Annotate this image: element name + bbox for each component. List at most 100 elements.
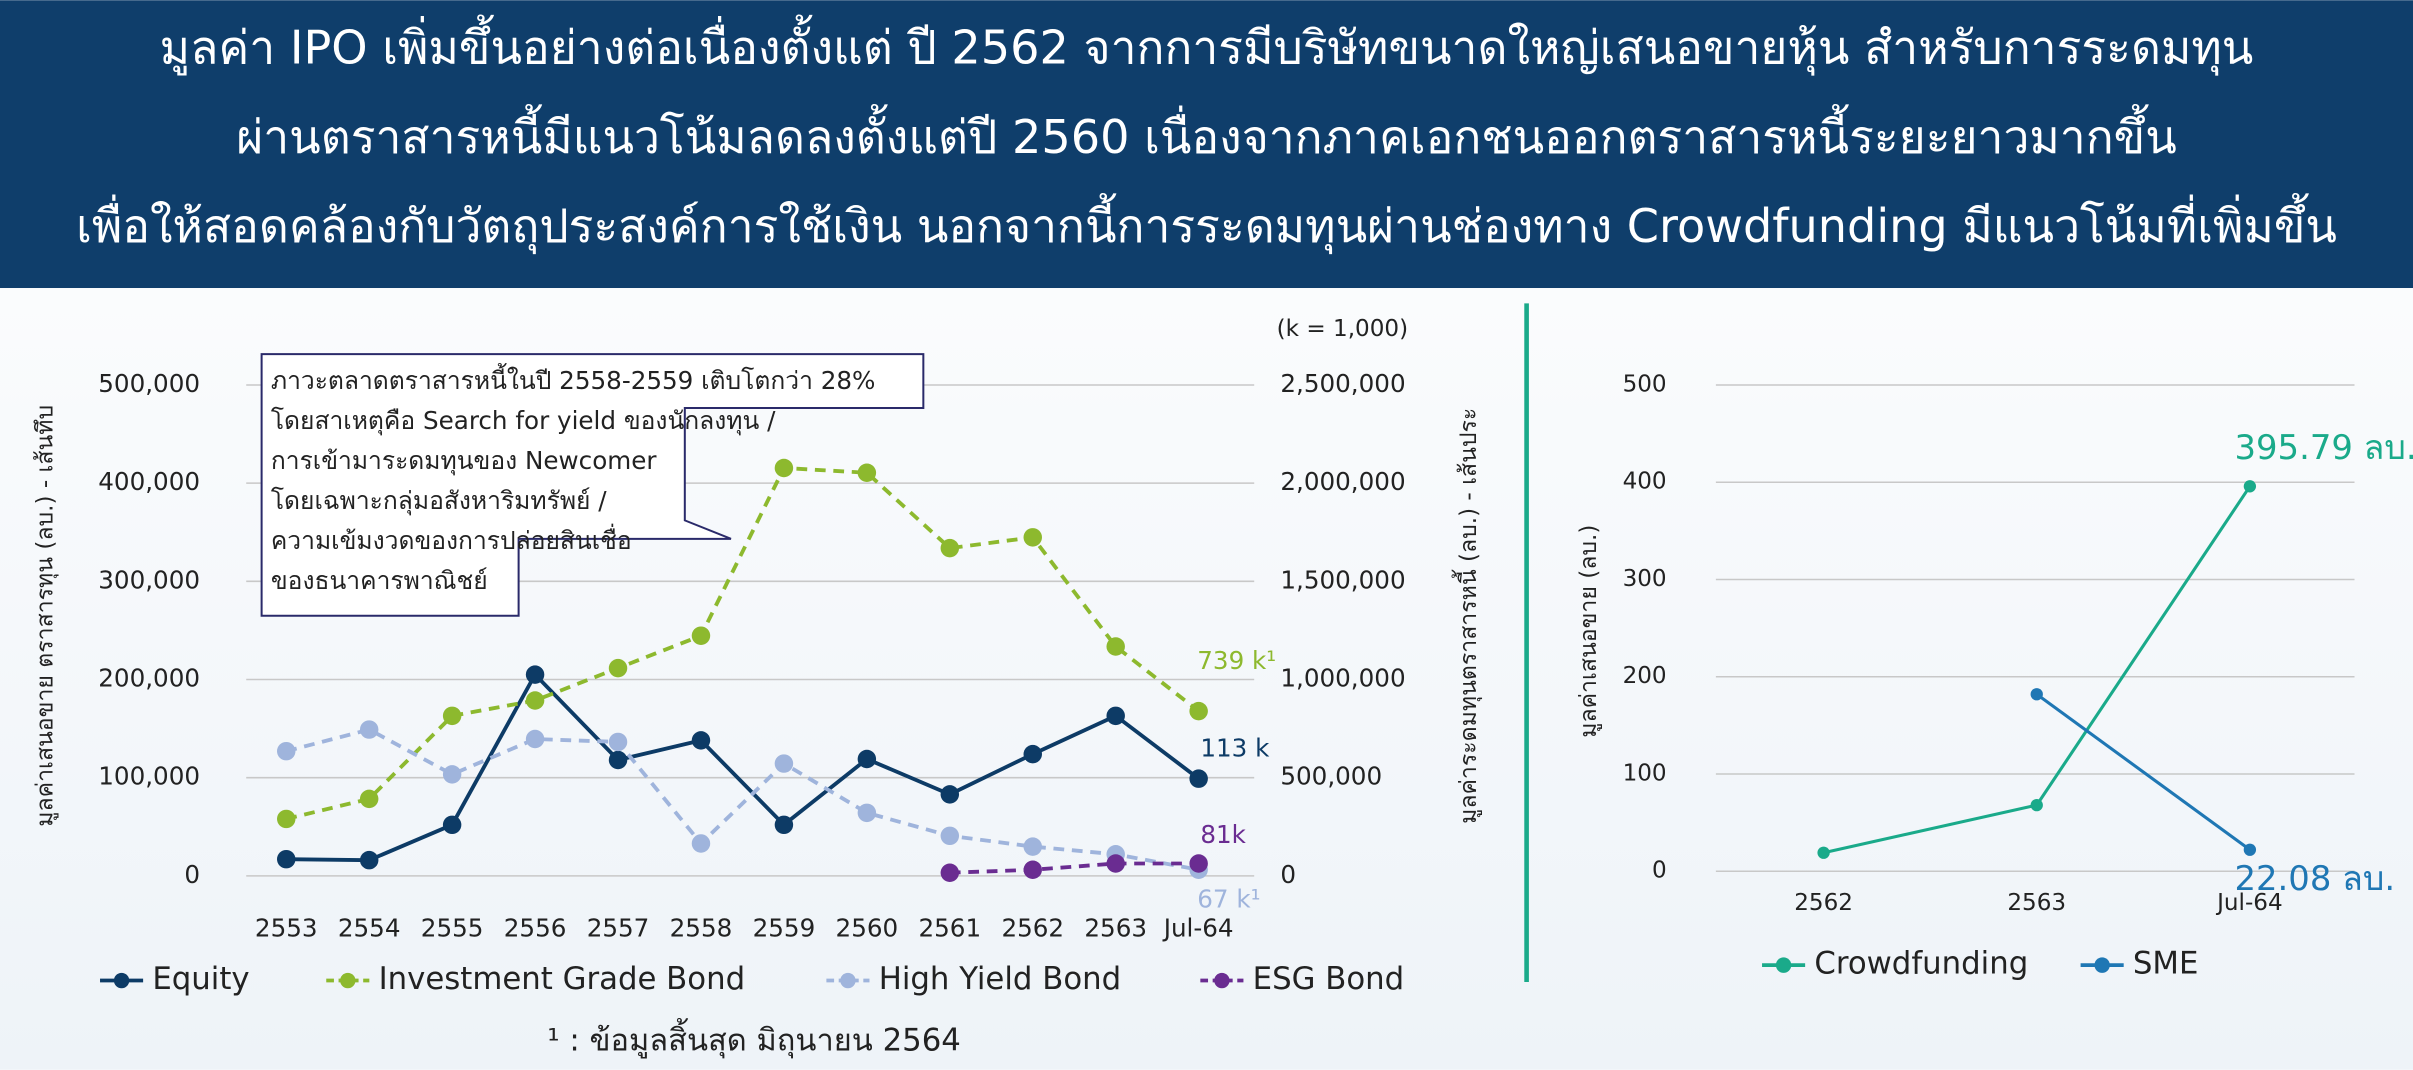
data-point	[442, 765, 462, 784]
y-axis-title: มูลค่าเสนอขาย (ลบ.)	[1576, 525, 1602, 738]
callout-line: ของธนาคารพาณิชย์	[271, 566, 488, 595]
series-line	[949, 861, 1199, 875]
data-point	[691, 626, 711, 645]
y-tick-label: 100	[1623, 760, 1667, 786]
value-label: 395.79 ลบ.	[2234, 428, 2413, 467]
legend-label: Crowdfunding	[1814, 946, 2028, 982]
data-point	[940, 863, 960, 882]
y2-tick-label: 2,000,000	[1280, 467, 1405, 496]
x-tick-label: 2555	[421, 914, 484, 943]
data-point	[857, 463, 877, 482]
data-point	[691, 731, 711, 750]
legend-marker	[2094, 957, 2110, 973]
data-point	[940, 538, 960, 558]
data-point	[2030, 798, 2043, 812]
data-point	[608, 732, 628, 752]
data-point	[857, 749, 877, 769]
legend-label: SME	[2133, 946, 2199, 982]
data-point	[442, 706, 462, 726]
data-point	[359, 850, 379, 870]
data-point	[359, 720, 379, 739]
y-axis-title: มูลค่าเสนอขาย ตราสารทุน (ลบ.) - เส้นทึบ	[33, 405, 59, 827]
y-tick-label: 200,000	[98, 664, 200, 693]
callout-line: โดยสาเหตุคือ Search for yield ของนักลงทุ…	[271, 406, 776, 436]
data-point	[442, 815, 462, 835]
x-tick-label: Jul-64	[2215, 890, 2283, 916]
y-tick-label: 300	[1623, 566, 1667, 592]
x-tick-label: 2563	[1084, 914, 1147, 943]
x-tick-label: 2563	[2007, 890, 2066, 916]
y-tick-label: 200	[1623, 663, 1667, 689]
data-point	[774, 815, 794, 835]
plots: 0 100,000 200,000 300,000 400,000 500,000 0 500…	[33, 316, 2355, 943]
y-tick-label: 100,000	[98, 762, 200, 791]
data-point	[359, 789, 379, 809]
legend-marker	[113, 972, 130, 989]
data-point	[525, 691, 545, 710]
y2-tick-label: 500,000	[1280, 762, 1382, 791]
data-point	[608, 658, 628, 678]
value-label: 22.08 ลบ.	[2234, 859, 2395, 898]
data-point	[940, 785, 960, 804]
y-tick-label: 500,000	[98, 369, 200, 398]
data-point	[1189, 854, 1208, 873]
data-point	[1023, 837, 1042, 856]
data-point	[940, 826, 960, 846]
annotation: 81k	[1200, 820, 1246, 849]
x-tick-label: 2556	[504, 914, 567, 943]
unit-note: (k = 1,000)	[1277, 316, 1408, 342]
y-tick-label: 400,000	[98, 467, 200, 496]
y2-tick-label: 2,500,000	[1280, 369, 1405, 398]
data-point	[1817, 846, 1830, 859]
data-point	[2243, 843, 2257, 856]
y-tick-label: 400	[1623, 469, 1667, 495]
legend-marker	[1214, 972, 1230, 989]
header-line: เพื่อให้สอดคล้องกับวัตถุประสงค์การใช้เงิ…	[76, 193, 2337, 255]
x-tick-label: Jul-64	[1162, 914, 1234, 943]
y-tick-label: 0	[184, 860, 200, 889]
x-tick-label: 2561	[918, 914, 981, 943]
legend-marker	[840, 972, 856, 989]
y2-axis-title: มูลค่าระดมทุนตราสารหนี้ (ลบ.) - เส้นประ	[1451, 408, 1482, 824]
legend-marker	[340, 972, 356, 989]
header-band	[0, 0, 2413, 289]
legend-label: High Yield Bond	[879, 961, 1121, 997]
callout-line: ภาวะตลาดตราสารหนี้ในปี 2558-2559 เติบโตก…	[271, 363, 876, 395]
callout-box	[260, 353, 925, 617]
x-tick-label: 2559	[753, 914, 816, 943]
y-tick-label: 300,000	[98, 565, 200, 594]
data-point	[774, 458, 794, 478]
series-line	[2035, 692, 2251, 852]
series-line	[286, 671, 1200, 863]
annotation: 67 k¹	[1197, 884, 1260, 913]
legend-label: Equity	[152, 961, 249, 997]
data-point	[277, 741, 296, 761]
y2-tick-label: 0	[1280, 860, 1296, 889]
callout-line: การเข้ามาระดมทุนของ Newcomer	[271, 446, 658, 476]
data-point	[1106, 706, 1125, 726]
legend-label: ESG Bond	[1253, 961, 1405, 997]
data-point	[1106, 637, 1125, 656]
y2-tick-label: 1,000,000	[1280, 664, 1405, 693]
x-tick-label: 2553	[255, 914, 318, 943]
foreground: Equity Investment Grade Bond High Yield Bo…	[100, 363, 2413, 1060]
annotation: 739 k¹	[1197, 646, 1276, 675]
footnote: ¹ : ข้อมูลสิ้นสุด มิถุนายน 2564	[547, 1018, 961, 1060]
y-tick-label: 0	[1652, 858, 1667, 884]
data-point	[608, 750, 628, 770]
x-tick-label: 2558	[670, 914, 733, 943]
x-tick-label: 2560	[836, 914, 899, 943]
data-point	[1023, 744, 1042, 764]
data-point	[1106, 854, 1125, 873]
x-tick-label: 2554	[338, 914, 401, 943]
data-point	[774, 754, 794, 773]
callout-line: ความเข้มงวดของการปล่อยสินเชื่อ	[271, 523, 632, 555]
legend-marker	[1775, 957, 1792, 973]
series-line	[285, 466, 1200, 821]
x-tick-label: 2557	[587, 914, 650, 943]
header-line: ผ่านตราสารหนี้มีแนวโน้มลดลงตั้งแต่ปี 256…	[236, 104, 2177, 164]
data-point	[525, 665, 545, 684]
x-tick-label: 2562	[1794, 890, 1853, 916]
annotation: 113 k	[1200, 734, 1270, 763]
